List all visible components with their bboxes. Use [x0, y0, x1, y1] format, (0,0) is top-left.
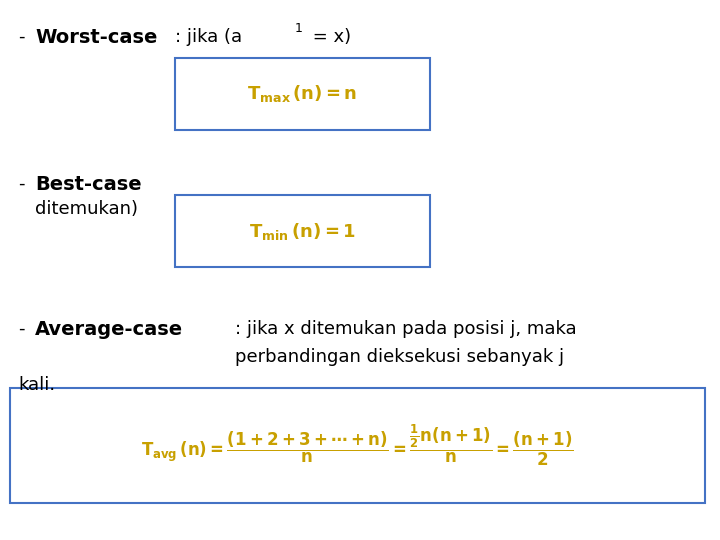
Text: Worst-case: Worst-case [35, 28, 158, 47]
Text: -: - [18, 175, 24, 193]
Text: : jika x ditemukan pada posisi j, maka: : jika x ditemukan pada posisi j, maka [235, 320, 577, 338]
Text: 1: 1 [295, 22, 303, 35]
Text: -: - [18, 28, 24, 46]
Text: -: - [18, 320, 24, 338]
Text: $\mathbf{T_{avg}\,(n) = \dfrac{(1+2+3+\cdots+n)}{n} = \dfrac{\frac{1}{2}n(n+1)}{: $\mathbf{T_{avg}\,(n) = \dfrac{(1+2+3+\c… [141, 423, 574, 468]
FancyBboxPatch shape [175, 195, 430, 267]
Text: ditemukan): ditemukan) [35, 200, 138, 218]
FancyBboxPatch shape [175, 58, 430, 130]
Text: perbandingan dieksekusi sebanyak j: perbandingan dieksekusi sebanyak j [235, 348, 564, 366]
FancyBboxPatch shape [10, 388, 705, 503]
Text: $\mathbf{T_{min}\,(n) = 1}$: $\mathbf{T_{min}\,(n) = 1}$ [249, 220, 356, 241]
Text: = x): = x) [307, 28, 351, 46]
Text: $\mathbf{T_{max}\,(n) = n}$: $\mathbf{T_{max}\,(n) = n}$ [247, 84, 358, 105]
Text: kali.: kali. [18, 376, 55, 394]
Text: : jika (a: : jika (a [175, 28, 242, 46]
Text: Best-case: Best-case [35, 175, 142, 194]
Text: Average-case: Average-case [35, 320, 183, 339]
